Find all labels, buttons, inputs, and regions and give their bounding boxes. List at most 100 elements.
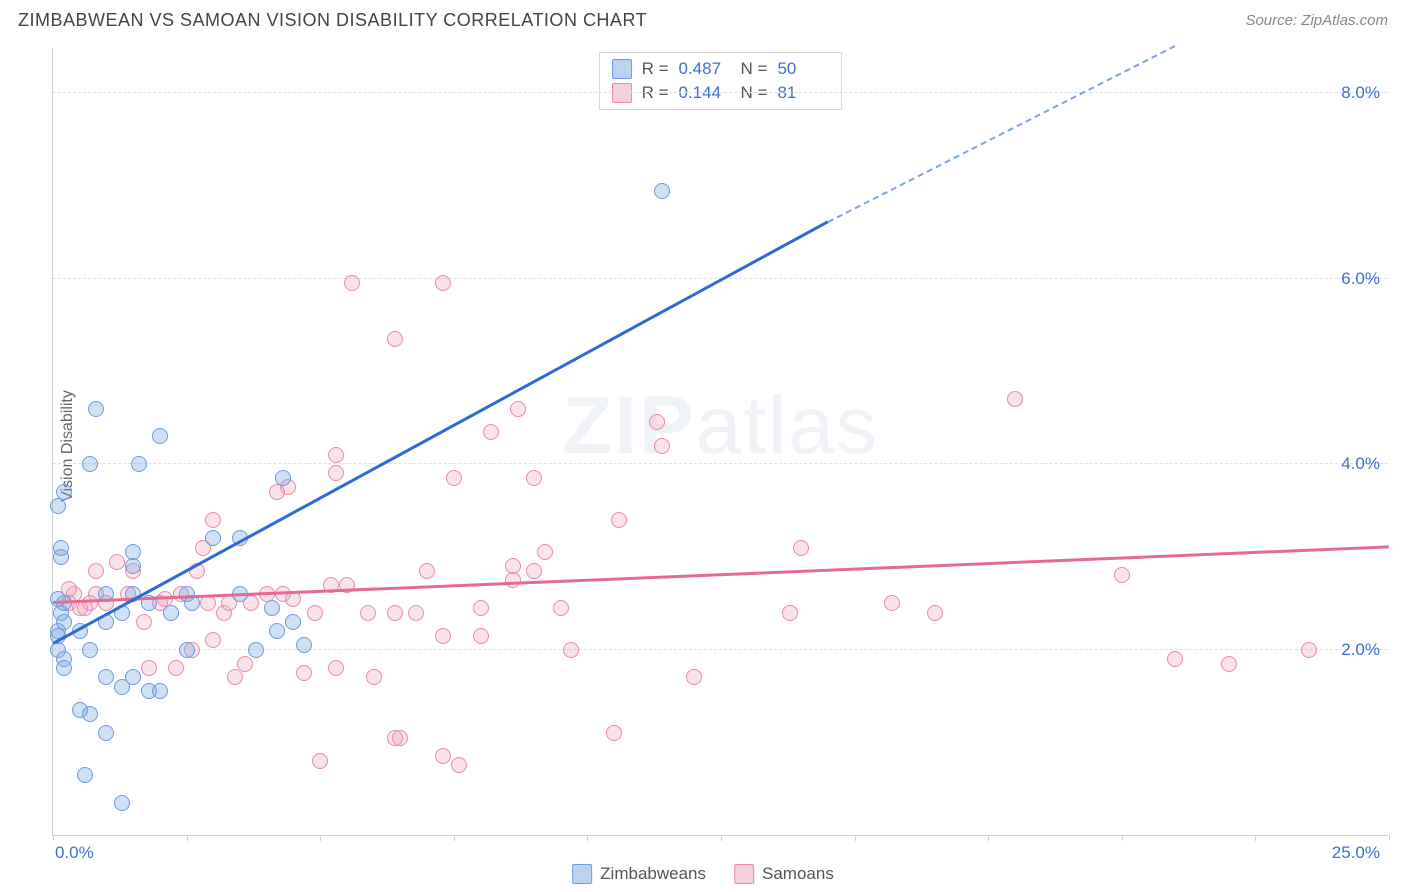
- x-tick: [855, 835, 856, 841]
- data-point: [606, 725, 622, 741]
- x-tick: [454, 835, 455, 841]
- data-point: [264, 600, 280, 616]
- x-tick-label: 25.0%: [1332, 843, 1380, 863]
- data-point: [510, 401, 526, 417]
- data-point: [152, 683, 168, 699]
- data-point: [82, 706, 98, 722]
- data-point: [285, 614, 301, 630]
- data-point: [179, 586, 195, 602]
- data-point: [328, 447, 344, 463]
- data-point: [344, 275, 360, 291]
- gridline: [53, 92, 1388, 93]
- data-point: [553, 600, 569, 616]
- data-point: [328, 660, 344, 676]
- n-label: N =: [741, 59, 768, 79]
- x-tick-label: 0.0%: [55, 843, 94, 863]
- data-point: [473, 628, 489, 644]
- data-point: [1301, 642, 1317, 658]
- x-tick: [587, 835, 588, 841]
- swatch-pink-icon: [734, 864, 754, 884]
- data-point: [526, 470, 542, 486]
- watermark: ZIPatlas: [562, 379, 879, 473]
- data-point: [435, 275, 451, 291]
- data-point: [125, 558, 141, 574]
- chart-header: ZIMBABWEAN VS SAMOAN VISION DISABILITY C…: [0, 0, 1406, 37]
- data-point: [537, 544, 553, 560]
- y-tick-label: 6.0%: [1341, 269, 1380, 289]
- swatch-blue-icon: [572, 864, 592, 884]
- r-value-zimbabweans: 0.487: [679, 59, 731, 79]
- swatch-blue-icon: [612, 59, 632, 79]
- data-point: [307, 605, 323, 621]
- x-tick: [988, 835, 989, 841]
- data-point: [793, 540, 809, 556]
- data-point: [526, 563, 542, 579]
- stats-row-zimbabweans: R = 0.487 N = 50: [612, 57, 830, 81]
- legend-item-zimbabweans: Zimbabweans: [572, 864, 706, 884]
- data-point: [451, 757, 467, 773]
- y-tick-label: 8.0%: [1341, 83, 1380, 103]
- data-point: [56, 660, 72, 676]
- data-point: [654, 438, 670, 454]
- data-point: [248, 642, 264, 658]
- data-point: [686, 669, 702, 685]
- data-point: [1167, 651, 1183, 667]
- data-point: [387, 331, 403, 347]
- stats-legend: R = 0.487 N = 50 R = 0.144 N = 81: [599, 52, 843, 110]
- data-point: [205, 632, 221, 648]
- chart-title: ZIMBABWEAN VS SAMOAN VISION DISABILITY C…: [18, 10, 647, 31]
- regression-line: [827, 45, 1175, 223]
- data-point: [163, 605, 179, 621]
- legend-label: Samoans: [762, 864, 834, 884]
- data-point: [408, 605, 424, 621]
- data-point: [237, 656, 253, 672]
- data-point: [53, 549, 69, 565]
- data-point: [98, 669, 114, 685]
- x-tick: [187, 835, 188, 841]
- data-point: [114, 679, 130, 695]
- data-point: [227, 669, 243, 685]
- data-point: [563, 642, 579, 658]
- data-point: [435, 748, 451, 764]
- data-point: [200, 595, 216, 611]
- data-point: [328, 465, 344, 481]
- legend-label: Zimbabweans: [600, 864, 706, 884]
- x-tick: [1122, 835, 1123, 841]
- data-point: [109, 554, 125, 570]
- gridline: [53, 463, 1388, 464]
- data-point: [611, 512, 627, 528]
- data-point: [435, 628, 451, 644]
- data-point: [884, 595, 900, 611]
- x-tick: [721, 835, 722, 841]
- data-point: [205, 512, 221, 528]
- n-value-zimbabweans: 50: [777, 59, 829, 79]
- data-point: [125, 544, 141, 560]
- data-point: [1007, 391, 1023, 407]
- data-point: [88, 401, 104, 417]
- legend-item-samoans: Samoans: [734, 864, 834, 884]
- x-tick: [1389, 835, 1390, 841]
- data-point: [782, 605, 798, 621]
- data-point: [360, 605, 376, 621]
- x-tick: [53, 835, 54, 841]
- data-point: [446, 470, 462, 486]
- data-point: [50, 498, 66, 514]
- data-point: [168, 660, 184, 676]
- data-point: [473, 600, 489, 616]
- data-point: [927, 605, 943, 621]
- y-tick-label: 4.0%: [1341, 454, 1380, 474]
- data-point: [1221, 656, 1237, 672]
- data-point: [505, 572, 521, 588]
- data-point: [275, 470, 291, 486]
- r-label: R =: [642, 59, 669, 79]
- data-point: [114, 795, 130, 811]
- data-point: [296, 637, 312, 653]
- plot-area: ZIPatlas R = 0.487 N = 50 R = 0.144 N = …: [52, 48, 1388, 836]
- data-point: [131, 456, 147, 472]
- data-point: [136, 614, 152, 630]
- data-point: [179, 642, 195, 658]
- data-point: [1114, 567, 1130, 583]
- data-point: [366, 669, 382, 685]
- chart-source: Source: ZipAtlas.com: [1245, 12, 1388, 29]
- data-point: [296, 665, 312, 681]
